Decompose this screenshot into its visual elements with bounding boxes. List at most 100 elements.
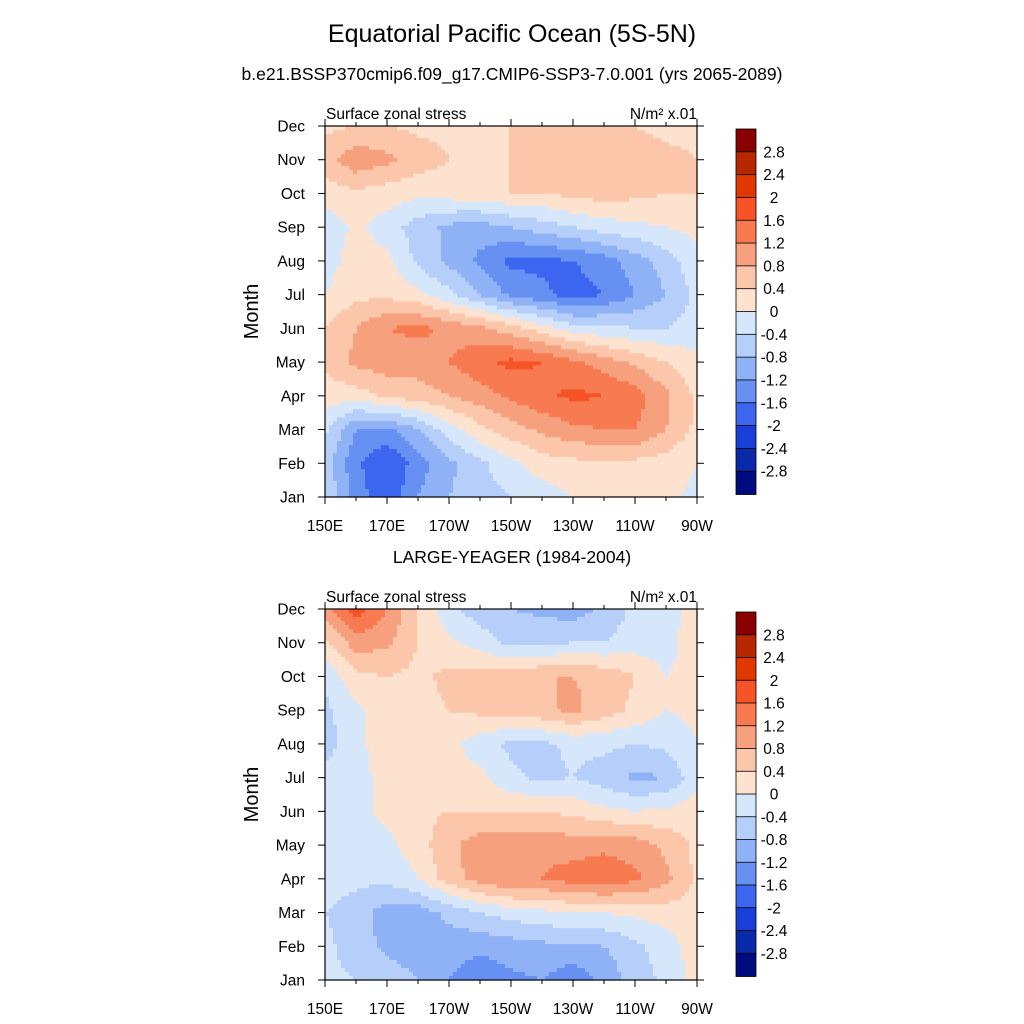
- contour-cell: [505, 294, 510, 299]
- contour-cell: [629, 154, 634, 159]
- contour-cell: [613, 222, 618, 227]
- contour-cell: [449, 158, 454, 163]
- contour-cell: [609, 282, 614, 287]
- contour-cell: [501, 138, 506, 143]
- contour-cell: [649, 302, 654, 307]
- contour-cell: [529, 313, 534, 318]
- contour-cell: [369, 138, 374, 143]
- contour-cell: [549, 270, 554, 275]
- contour-cell: [505, 317, 510, 322]
- contour-cell: [529, 317, 534, 322]
- contour-cell: [577, 282, 582, 287]
- contour-cell: [609, 321, 614, 326]
- contour-cell: [685, 329, 690, 334]
- contour-cell: [445, 214, 450, 219]
- contour-cell: [365, 290, 370, 295]
- contour-cell: [385, 166, 390, 171]
- contour-cell: [365, 142, 370, 147]
- contour-cell: [417, 226, 422, 231]
- contour-cell: [569, 333, 574, 338]
- contour-cell: [553, 321, 558, 326]
- contour-cell: [489, 150, 494, 155]
- contour-cell: [421, 286, 426, 291]
- contour-cell: [625, 294, 630, 299]
- contour-cell: [565, 218, 570, 223]
- contour-cell: [333, 258, 338, 263]
- contour-cell: [665, 290, 670, 295]
- contour-cell: [349, 146, 354, 151]
- contour-cell: [353, 194, 358, 199]
- contour-cell: [549, 266, 554, 271]
- contour-cell: [513, 246, 518, 251]
- contour-cell: [633, 162, 638, 167]
- contour-cell: [341, 317, 346, 322]
- contour-cell: [477, 242, 482, 247]
- contour-cell: [657, 325, 662, 330]
- contour-cell: [601, 170, 606, 175]
- contour-cell: [673, 166, 678, 171]
- contour-cell: [429, 333, 434, 338]
- contour-cell: [385, 337, 390, 342]
- contour-cell: [649, 310, 654, 315]
- contour-cell: [365, 238, 370, 243]
- contour-cell: [457, 230, 462, 235]
- contour-cell: [617, 274, 622, 279]
- contour-cell: [381, 325, 386, 330]
- contour-cell: [661, 202, 666, 207]
- contour-cell: [465, 294, 470, 299]
- contour-cell: [509, 138, 514, 143]
- contour-cell: [345, 262, 350, 267]
- contour-cell: [553, 222, 558, 227]
- contour-cell: [513, 198, 518, 203]
- contour-cell: [541, 310, 546, 315]
- contour-cell: [513, 214, 518, 219]
- contour-cell: [341, 130, 346, 135]
- contour-cell: [685, 174, 690, 179]
- contour-cell: [397, 306, 402, 311]
- contour-cell: [413, 310, 418, 315]
- contour-cell: [561, 333, 566, 338]
- contour-cell: [465, 206, 470, 211]
- contour-cell: [349, 194, 354, 199]
- contour-cell: [617, 206, 622, 211]
- contour-cell: [437, 278, 442, 283]
- contour-cell: [325, 254, 330, 259]
- contour-cell: [617, 246, 622, 251]
- contour-cell: [545, 190, 550, 195]
- contour-cell: [357, 198, 362, 203]
- contour-cell: [497, 242, 502, 247]
- contour-cell: [453, 290, 458, 295]
- contour-cell: [521, 298, 526, 303]
- contour-cell: [565, 202, 570, 207]
- contour-cell: [569, 146, 574, 151]
- contour-cell: [361, 218, 366, 223]
- contour-cell: [345, 234, 350, 239]
- contour-cell: [653, 166, 658, 171]
- contour-cell: [369, 234, 374, 239]
- contour-cell: [553, 254, 558, 259]
- contour-cell: [677, 206, 682, 211]
- contour-cell: [421, 270, 426, 275]
- contour-cell: [349, 198, 354, 203]
- contour-cell: [585, 222, 590, 227]
- contour-cell: [509, 238, 514, 243]
- contour-cell: [453, 313, 458, 318]
- contour-cell: [453, 230, 458, 235]
- contour-cell: [665, 266, 670, 271]
- contour-cell: [633, 182, 638, 187]
- contour-cell: [541, 317, 546, 322]
- contour-cell: [525, 306, 530, 311]
- contour-cell: [369, 329, 374, 334]
- contour-cell: [565, 230, 570, 235]
- contour-cell: [341, 154, 346, 159]
- contour-cell: [353, 130, 358, 135]
- contour-cell: [521, 282, 526, 287]
- contour-cell: [557, 146, 562, 151]
- contour-cell: [349, 218, 354, 223]
- contour-cell: [585, 190, 590, 195]
- contour-cell: [673, 242, 678, 247]
- contour-cell: [377, 162, 382, 167]
- contour-cell: [329, 266, 334, 271]
- contour-cell: [493, 306, 498, 311]
- contour-cell: [553, 190, 558, 195]
